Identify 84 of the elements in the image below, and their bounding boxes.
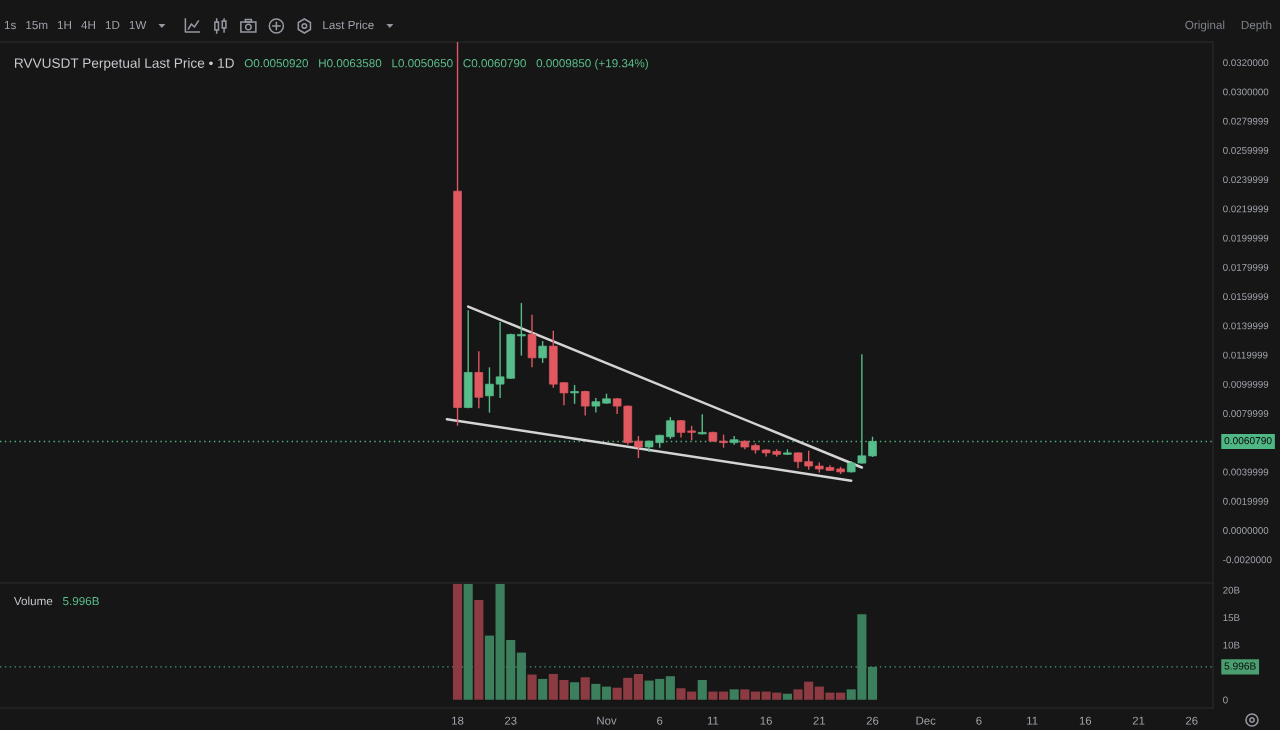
x-tick-label: 16 (1079, 716, 1092, 725)
bar (665, 676, 675, 700)
text: Original (1185, 20, 1225, 32)
y-tick-label: 0.0119999 (1223, 351, 1268, 359)
y-tick-label: -0.0020000 (1223, 556, 1272, 564)
bar (782, 693, 792, 700)
bar (750, 691, 761, 700)
x-tick-label: 6 (976, 716, 982, 725)
bar (591, 683, 601, 700)
y-tick-label: 10B (1223, 641, 1240, 649)
candlestick (485, 367, 494, 413)
x-tick-label: 26 (866, 716, 879, 725)
text: 1W (129, 20, 147, 30)
candlestick (634, 436, 643, 458)
bar (463, 584, 473, 700)
x-tick-label: 18 (452, 716, 464, 725)
annotation: C0.0060790 (463, 59, 526, 68)
bar (452, 584, 463, 700)
bar (633, 673, 643, 700)
bar (516, 652, 526, 700)
x-tick-label: 23 (504, 716, 517, 725)
bar (538, 678, 548, 700)
x-tick-label: 11 (1027, 716, 1038, 725)
y-tick-label: 0.0300000 (1223, 88, 1269, 96)
text: Depth (1241, 20, 1272, 32)
y-tick-label: 0.0159999 (1223, 293, 1269, 301)
annotation: L0.0050650 (392, 59, 453, 68)
bar (484, 635, 495, 700)
candlestick (517, 303, 526, 356)
bar (474, 599, 484, 700)
y-tick-label: 0.0219999 (1223, 205, 1269, 213)
bar (580, 677, 590, 700)
text: 15m (26, 20, 48, 30)
x-tick-label: 6 (657, 716, 663, 725)
bar (718, 691, 729, 700)
y-tick-label: 0.0099999 (1223, 380, 1269, 388)
text: 4H (81, 20, 95, 30)
y-tick-label: 0.0000000 (1223, 527, 1269, 534)
y-tick-label: 0.0039999 (1223, 468, 1269, 476)
ref-line-label: 0.0060790 (1224, 437, 1272, 445)
bar (867, 666, 878, 700)
y-tick-label: 20B (1223, 586, 1240, 594)
annotation: H0.0063580 (319, 59, 382, 68)
text: Volume (13, 596, 53, 606)
text: 1D (105, 20, 120, 30)
bar (697, 680, 707, 700)
candlestick (538, 341, 547, 363)
bar (570, 682, 580, 700)
bar (729, 689, 739, 700)
x-tick-label: 16 (760, 716, 772, 725)
x-tick-label: Dec (916, 716, 936, 725)
x-tick-label: 21 (813, 716, 826, 725)
x-tick-label: Nov (597, 716, 617, 725)
text: RVVUSDT Perpetual Last Price • 1D (15, 57, 234, 71)
x-tick-label: 26 (1185, 716, 1198, 725)
candlestick (527, 314, 537, 368)
candlestick (697, 414, 707, 435)
annotation: O0.0050920 (244, 59, 309, 68)
y-tick-label: 0 (1223, 696, 1228, 704)
x-tick-label: 21 (1132, 716, 1145, 725)
candlestick (666, 417, 675, 439)
annotation: 5.996B (62, 596, 99, 606)
x-tick-label: 11 (707, 716, 719, 725)
y-tick-label: 0.0079999 (1223, 410, 1269, 418)
y-tick-label: 0.0019999 (1223, 497, 1269, 505)
y-tick-label: 0.0279999 (1223, 117, 1269, 125)
candlestick (591, 398, 601, 413)
y-tick-label: 15B (1223, 614, 1240, 622)
annotation: 0.0009850 (+19.34%) (536, 58, 648, 70)
y-tick-label: 0.0259999 (1223, 146, 1269, 154)
candlestick (580, 390, 590, 416)
y-tick-label: 0.0199999 (1223, 234, 1269, 242)
y-tick-label: 0.0139999 (1223, 322, 1269, 330)
text: 1s (4, 20, 16, 30)
y-tick-label: 0.0320000 (1223, 59, 1269, 67)
bar (527, 674, 537, 700)
text: Last Price (323, 20, 374, 30)
bar (708, 691, 718, 700)
text: 1H (57, 20, 71, 30)
bar (740, 689, 750, 700)
y-tick-label: 0.0239999 (1223, 176, 1269, 184)
y-tick-label: 0.0179999 (1223, 263, 1269, 271)
bar (601, 686, 612, 700)
ref-line-label: 5.996B (1224, 662, 1256, 670)
